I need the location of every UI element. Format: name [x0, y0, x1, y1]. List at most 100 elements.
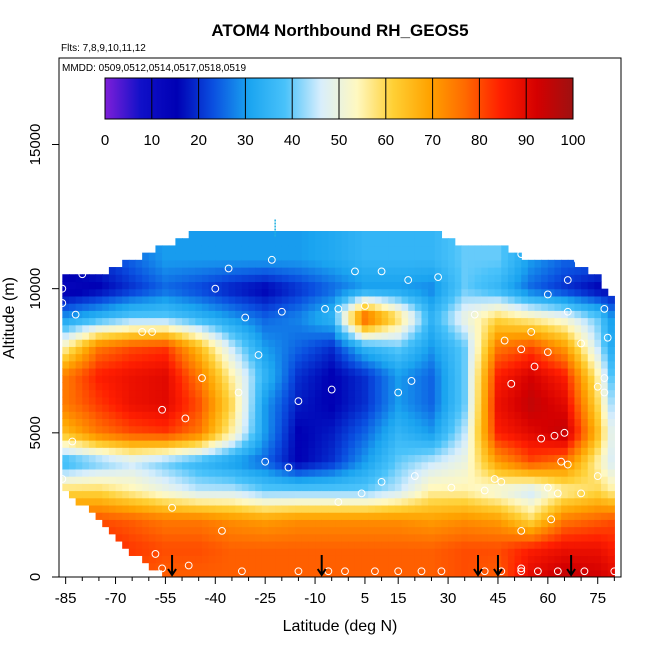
heatmap-cell — [507, 375, 516, 383]
heatmap-cell — [474, 425, 482, 434]
heatmap-cell — [501, 274, 509, 283]
heatmap-cell — [388, 483, 396, 492]
heatmap-cell — [534, 461, 542, 470]
observation-point — [294, 397, 303, 406]
heatmap-cell — [208, 526, 216, 535]
heatmap-cell — [288, 339, 296, 347]
observation-point — [543, 348, 552, 357]
heatmap-cell — [162, 447, 170, 456]
heatmap-cell — [255, 382, 263, 391]
heatmap-cell — [175, 288, 183, 297]
heatmap-cell — [348, 440, 356, 448]
heatmap-cell — [82, 468, 90, 477]
heatmap-cell — [315, 245, 323, 254]
heatmap-cell — [301, 454, 310, 463]
heatmap-cell — [514, 288, 522, 297]
heatmap-cell — [414, 497, 423, 506]
heatmap-cell — [261, 468, 270, 477]
heatmap-cell — [241, 281, 250, 290]
heatmap-cell — [241, 540, 250, 549]
heatmap-cell — [301, 288, 310, 297]
heatmap-cell — [501, 295, 509, 304]
heatmap-cell — [567, 346, 576, 355]
heatmap-cell — [301, 519, 310, 528]
heatmap-cell — [321, 389, 329, 398]
heatmap-cell — [335, 259, 343, 268]
heatmap-cell — [507, 555, 516, 564]
heatmap-cell — [527, 555, 536, 564]
heatmap-cell — [235, 259, 243, 268]
heatmap-cell — [341, 339, 349, 347]
heatmap-cell — [401, 512, 409, 520]
heatmap-cell — [88, 303, 97, 311]
observation-point — [543, 483, 552, 492]
heatmap-cell — [295, 461, 303, 470]
heatmap-cell — [268, 317, 276, 326]
heatmap-cell — [487, 512, 496, 520]
heatmap-cell — [587, 555, 595, 564]
heatmap-cell — [494, 519, 502, 528]
heatmap-cell — [601, 360, 609, 369]
heatmap-cell — [255, 540, 263, 549]
heatmap-cell — [241, 245, 250, 254]
heatmap-cell — [574, 425, 582, 434]
heatmap-cell — [208, 375, 216, 383]
heatmap-cell — [321, 548, 329, 556]
heatmap-cell — [547, 476, 556, 484]
heatmap-cell — [228, 360, 236, 369]
heatmap-cell — [441, 245, 449, 254]
heatmap-cell — [335, 360, 343, 369]
heatmap-cell — [581, 353, 589, 362]
heatmap-cell — [494, 252, 502, 261]
heatmap-cell — [68, 418, 77, 427]
heatmap-cell — [182, 360, 190, 369]
heatmap-cell — [594, 274, 602, 283]
heatmap-cell — [228, 346, 236, 355]
heatmap-cell — [414, 245, 423, 254]
heatmap-cell — [381, 497, 389, 506]
heatmap-cell — [541, 533, 549, 542]
heatmap-cell — [68, 367, 77, 376]
heatmap-cell — [434, 238, 443, 247]
heatmap-cell — [534, 468, 542, 477]
heatmap-cell — [468, 468, 476, 477]
heatmap-cell — [102, 447, 110, 456]
heatmap-cell — [228, 331, 236, 340]
heatmap-cell — [255, 310, 263, 319]
heatmap-cell — [567, 548, 576, 556]
heatmap-cell — [587, 324, 595, 333]
heatmap-cell — [241, 555, 250, 564]
heatmap-cell — [434, 267, 443, 275]
heatmap-cell — [175, 252, 183, 261]
heatmap-cell — [122, 404, 130, 412]
heatmap-cell — [228, 303, 236, 311]
heatmap-cell — [208, 259, 216, 268]
heatmap-cell — [454, 483, 462, 492]
heatmap-cell — [487, 483, 496, 492]
heatmap-cell — [594, 375, 602, 383]
heatmap-cell — [168, 454, 176, 463]
heatmap-cell — [421, 483, 429, 492]
heatmap-cell — [468, 569, 476, 577]
heatmap-cell — [95, 375, 103, 383]
heatmap-cell — [348, 353, 356, 362]
heatmap-cell — [547, 425, 556, 434]
heatmap-cell — [567, 389, 576, 398]
heatmap-cell — [62, 317, 70, 326]
heatmap-cell — [394, 497, 403, 506]
heatmap-cell — [601, 504, 609, 513]
heatmap-cell — [308, 267, 316, 275]
heatmap-cell — [281, 331, 290, 340]
heatmap-cell — [474, 447, 482, 456]
heatmap-cell — [401, 331, 409, 340]
heatmap-cell — [142, 526, 150, 535]
heatmap-cell — [335, 519, 343, 528]
heatmap-cell — [295, 353, 303, 362]
heatmap-cell — [328, 548, 336, 556]
heatmap-cell — [547, 555, 556, 564]
heatmap-cell — [494, 483, 502, 492]
heatmap-cell — [414, 512, 423, 520]
heatmap-cell — [95, 483, 103, 492]
heatmap-cell — [494, 339, 502, 347]
heatmap-cell — [241, 504, 250, 513]
